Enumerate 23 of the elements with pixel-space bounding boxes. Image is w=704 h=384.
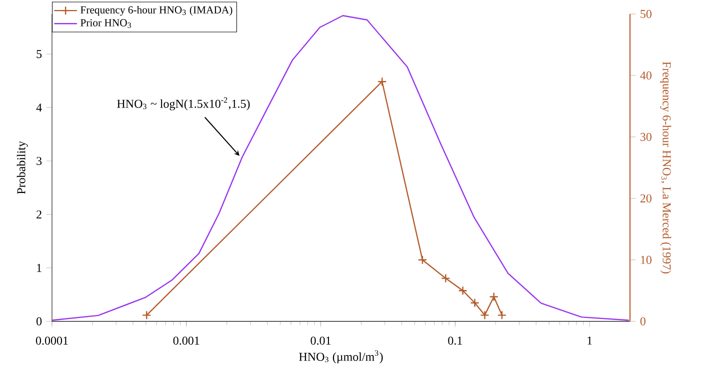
legend-label: Prior HNO$_{3}$ bbox=[80, 19, 132, 28]
y-tick-label: 1 bbox=[37, 264, 42, 272]
legend-label: Frequency 6-hour HNO$_{3}$ (IMADA) bbox=[80, 6, 232, 16]
y2-tick-label: 50 bbox=[640, 10, 652, 18]
y-tick-label: 3 bbox=[36, 156, 42, 166]
x-tick-label: 0.0001 bbox=[36, 336, 68, 345]
y2-tick-label: 10 bbox=[640, 256, 652, 264]
x-tick-label: 0.001 bbox=[173, 336, 200, 345]
y2-tick-label: 20 bbox=[640, 194, 652, 202]
x-tick-label: 0.01 bbox=[310, 336, 331, 345]
y-tick-label: 0 bbox=[36, 317, 42, 326]
y-tick-label: 5 bbox=[36, 50, 42, 58]
y2-tick-label: 30 bbox=[640, 132, 652, 141]
y2-axis-title: Frequency 6-hour HNO$_{3}$, La Merced (1997) bbox=[660, 62, 672, 274]
x-axis-title: HNO$_{3}$ (µmol/m$^{3}$) bbox=[299, 350, 383, 364]
y-tick-label: 4 bbox=[36, 104, 42, 112]
y-tick-label: 2 bbox=[36, 210, 42, 218]
y2-tick-label: 40 bbox=[640, 71, 652, 80]
x-tick-label: 1 bbox=[588, 336, 592, 345]
annotation: HNO$_{3}$ ~ logN(1.5x10$^{-2}$,1.5) bbox=[117, 97, 250, 110]
y-axis-title: Probability bbox=[16, 141, 28, 194]
y2-tick-label: 0 bbox=[640, 317, 646, 326]
x-tick-label: 0.1 bbox=[448, 336, 462, 345]
